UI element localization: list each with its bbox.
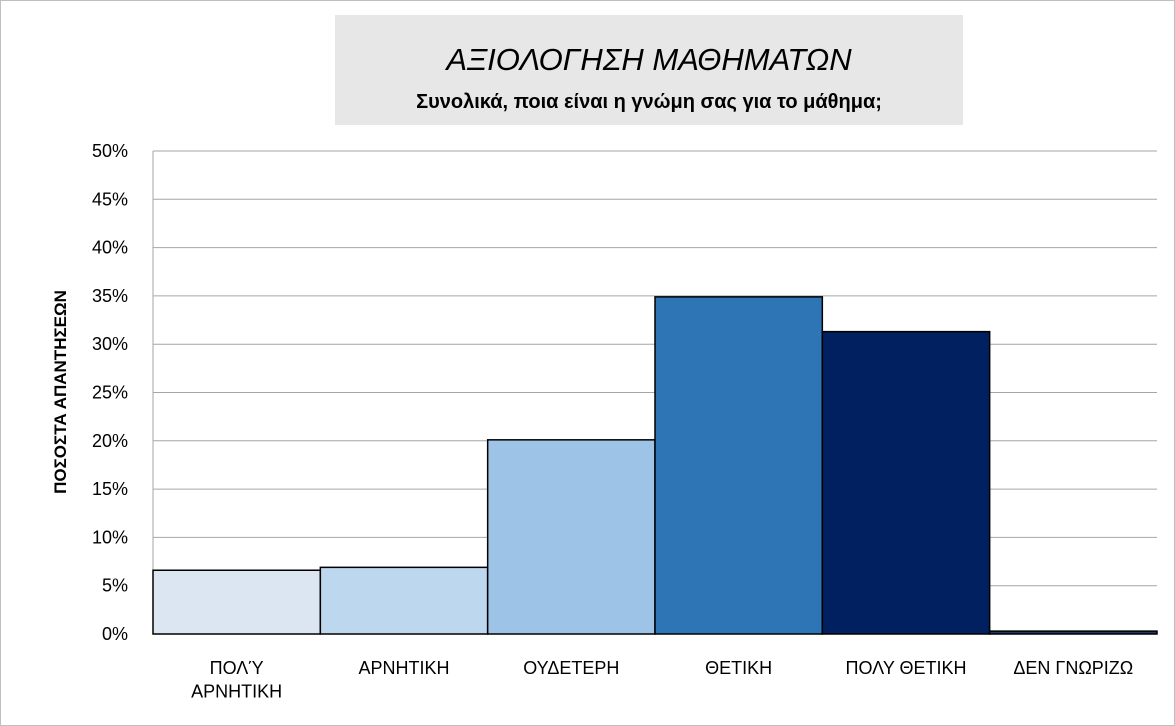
- y-tick-label: 50%: [92, 141, 128, 161]
- y-tick-label: 10%: [92, 527, 128, 547]
- y-tick-label: 45%: [92, 189, 128, 209]
- x-tick-label: ΟΥΔΕΤΕΡΗ: [523, 658, 619, 678]
- x-tick-label: ΑΡΝΗΤΙΚΗ: [358, 658, 449, 678]
- x-tick-label: ΠΟΛΥ ΘΕΤΙΚΗ: [845, 658, 966, 678]
- y-tick-label: 35%: [92, 286, 128, 306]
- bar: [821, 330, 991, 635]
- bar: [319, 566, 489, 635]
- y-tick-label: 5%: [102, 576, 128, 596]
- y-tick-label: 20%: [92, 431, 128, 451]
- y-tick-label: 25%: [92, 383, 128, 403]
- y-axis-label: ΠΟΣΟΣΤΑ ΑΠΑΝΤΗΣΕΩΝ: [51, 290, 70, 494]
- x-tick-label: ΘΕΤΙΚΗ: [705, 658, 772, 678]
- chart-subtitle: Συνολικά, ποια είναι η γνώμη σας για το …: [416, 91, 882, 113]
- bar: [152, 569, 322, 635]
- chart-title: ΑΞΙΟΛΟΓΗΣΗ ΜΑΘΗΜΑΤΩΝ: [444, 42, 852, 77]
- y-tick-label: 0%: [102, 624, 128, 644]
- title-box: [335, 15, 963, 125]
- y-tick-label: 30%: [92, 334, 128, 354]
- x-tick-label: ΔΕΝ ΓΝΩΡΙΖΩ: [1013, 658, 1133, 678]
- bar: [988, 630, 1158, 635]
- x-tick-label: ΠΟΛΎ ΑΡΝΗΤΙΚΗ: [191, 658, 282, 701]
- y-tick-label: 15%: [92, 479, 128, 499]
- y-tick-label: 40%: [92, 238, 128, 258]
- bar: [654, 296, 824, 635]
- bar: [486, 439, 656, 635]
